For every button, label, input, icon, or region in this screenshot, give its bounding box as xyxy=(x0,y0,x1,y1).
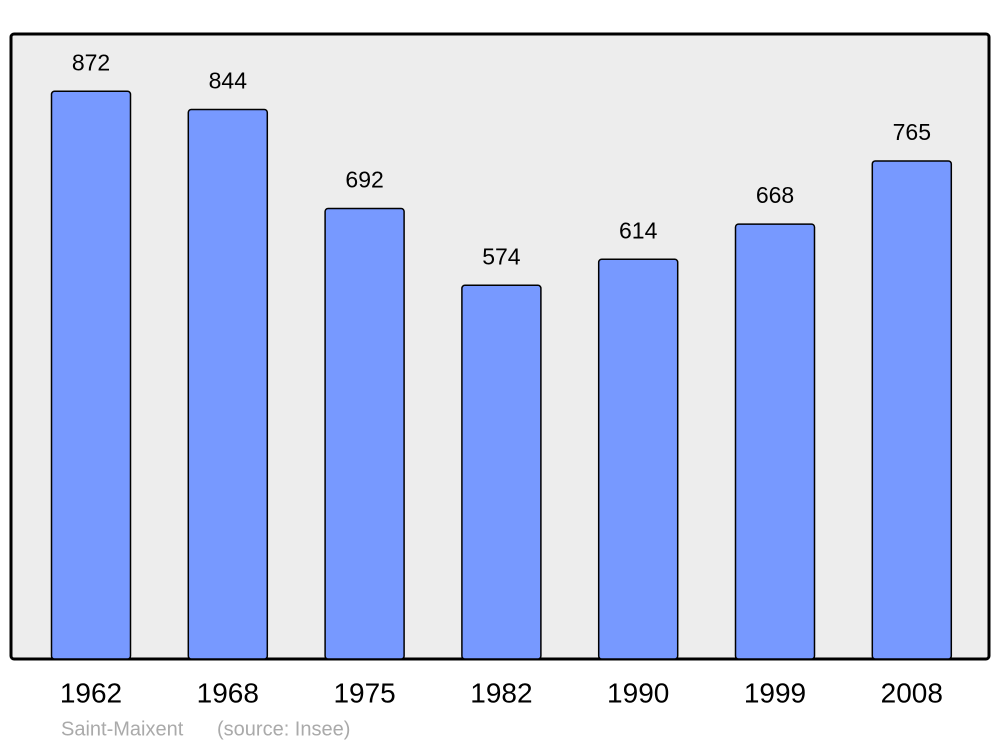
bar xyxy=(461,284,542,660)
value-label: 692 xyxy=(345,167,383,193)
value-label: 872 xyxy=(72,49,110,75)
bar xyxy=(734,223,816,660)
value-label: 844 xyxy=(209,68,248,94)
x-tick-label: 1968 xyxy=(197,677,259,708)
value-label: 668 xyxy=(756,182,794,208)
value-label: 614 xyxy=(619,217,658,243)
chart-title: Saint-Maixent xyxy=(61,718,184,740)
x-tick-label: 1990 xyxy=(607,677,669,708)
bar xyxy=(187,108,269,660)
value-label: 765 xyxy=(893,119,931,145)
bar xyxy=(871,160,953,660)
x-tick-label: 1975 xyxy=(333,677,395,708)
x-tick-label: 1982 xyxy=(470,677,532,708)
x-tick-label: 1962 xyxy=(60,677,122,708)
x-tick-label: 2008 xyxy=(881,677,943,708)
source: (source: Insee) xyxy=(217,718,350,740)
x-tick-label: 1999 xyxy=(744,677,806,708)
bar xyxy=(50,90,132,660)
value-label: 574 xyxy=(482,243,521,269)
bar xyxy=(597,258,679,660)
bar xyxy=(324,207,405,660)
